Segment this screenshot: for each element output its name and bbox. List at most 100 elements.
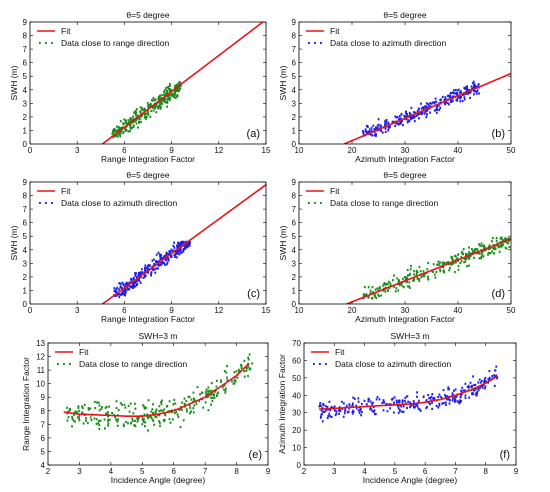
data-point [172, 244, 175, 247]
data-point [415, 114, 418, 117]
y-tick-label: 10 [292, 444, 301, 453]
data-point [370, 126, 373, 129]
data-point [151, 408, 154, 411]
data-point [190, 410, 192, 413]
data-point [71, 417, 74, 420]
data-point [185, 246, 188, 249]
data-point [423, 112, 426, 115]
data-point [221, 386, 224, 389]
data-point [154, 98, 157, 101]
data-point [160, 261, 163, 264]
data-point [243, 375, 246, 378]
data-point [328, 412, 331, 415]
y-axis-label: SWH (m) [278, 65, 288, 100]
data-point [389, 284, 392, 287]
data-point [437, 104, 440, 107]
data-point [164, 255, 167, 258]
data-point [397, 289, 400, 292]
data-point [174, 85, 176, 88]
x-axis-label: Incidence Angle (degree) [363, 475, 458, 485]
data-point [408, 274, 411, 277]
data-point [168, 251, 171, 254]
data-point [108, 418, 111, 421]
data-point [443, 98, 446, 101]
data-point [473, 384, 475, 387]
data-point [124, 128, 127, 131]
data-point [215, 385, 218, 388]
y-tick-label: 1 [292, 286, 297, 295]
data-point [448, 103, 450, 106]
data-point [136, 420, 139, 423]
data-point [475, 392, 478, 395]
data-point [130, 127, 132, 130]
data-point [139, 281, 142, 284]
data-point [360, 408, 362, 411]
data-point [177, 241, 179, 245]
data-point [401, 277, 404, 280]
data-point [481, 253, 483, 256]
data-point [357, 409, 360, 412]
data-point [397, 404, 400, 407]
data-point [442, 389, 445, 392]
data-point [449, 96, 452, 99]
y-tick-label: 7 [292, 205, 297, 214]
data-point [103, 418, 106, 421]
data-point [410, 116, 413, 119]
legend-data-swatch-dot [308, 42, 310, 44]
data-point [98, 427, 101, 431]
data-point [387, 127, 390, 130]
data-point [453, 389, 455, 392]
data-point [138, 279, 141, 283]
data-point [384, 130, 387, 133]
data-point [121, 281, 124, 284]
data-point [231, 380, 233, 383]
data-point [445, 403, 447, 406]
data-point [371, 134, 374, 137]
x-tick-label: 4 [109, 467, 114, 476]
data-point [223, 384, 226, 387]
y-tick-label: 4 [23, 86, 28, 95]
data-point [159, 255, 161, 258]
data-point [488, 247, 491, 250]
y-tick-label: 6 [292, 59, 297, 68]
x-tick-label: 6 [122, 146, 127, 155]
data-point [464, 382, 467, 385]
data-point [483, 378, 486, 381]
data-point [153, 263, 156, 266]
data-point [78, 409, 80, 413]
data-point [140, 271, 143, 274]
data-point [499, 237, 502, 240]
y-tick-label: 3 [23, 99, 28, 108]
y-tick-label: 7 [23, 45, 28, 54]
data-point [240, 364, 243, 367]
x-tick-label: 6 [423, 467, 428, 476]
y-tick-label: 5 [292, 232, 297, 241]
data-point [150, 104, 153, 107]
data-point [384, 126, 387, 129]
data-point [142, 404, 144, 407]
data-point [488, 376, 491, 379]
data-point [141, 417, 144, 420]
data-point [379, 125, 382, 128]
data-point [247, 374, 249, 377]
data-point [351, 410, 354, 414]
data-point [368, 128, 371, 131]
data-point [405, 277, 407, 280]
data-point [67, 416, 70, 419]
data-point [66, 406, 69, 409]
data-point [409, 406, 411, 409]
data-point [226, 376, 228, 379]
data-point [169, 89, 171, 92]
data-point [469, 253, 471, 256]
data-point [167, 258, 170, 261]
data-point [145, 406, 147, 409]
data-point [454, 399, 457, 402]
data-point [393, 274, 395, 277]
data-point [465, 88, 468, 91]
data-point [120, 292, 123, 295]
chart-title: θ=5 degree [383, 10, 427, 20]
y-tick-label: 0 [23, 300, 28, 309]
data-point [416, 109, 419, 113]
data-point [351, 404, 354, 407]
